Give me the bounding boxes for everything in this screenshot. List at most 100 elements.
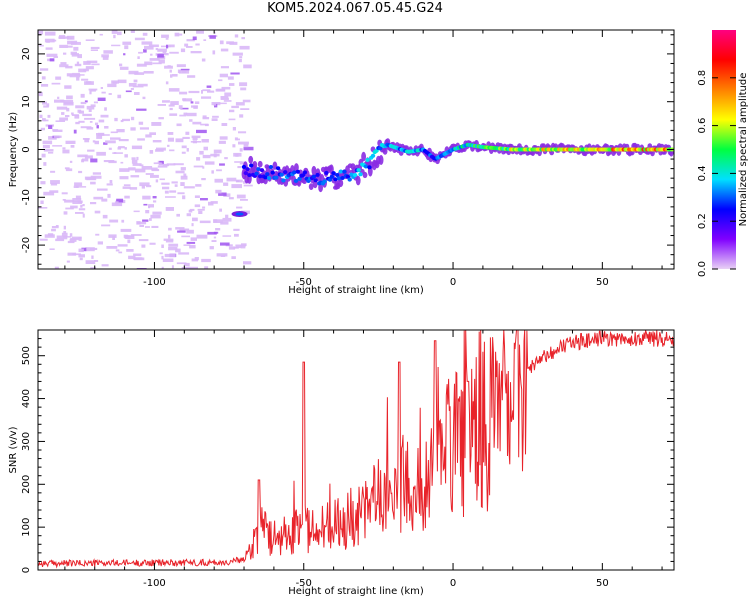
noise-speckle — [180, 182, 185, 186]
noise-speckle — [113, 34, 116, 39]
noise-speckle — [240, 87, 247, 91]
noise-speckle — [55, 225, 59, 227]
noise-speckle — [230, 72, 240, 75]
noise-speckle — [78, 208, 86, 211]
noise-speckle — [82, 204, 85, 207]
noise-speckle — [168, 247, 178, 251]
noise-speckle — [165, 38, 169, 40]
signal-core — [241, 164, 247, 169]
noise-speckle — [178, 105, 183, 109]
noise-speckle — [203, 39, 207, 41]
noise-speckle — [124, 147, 127, 150]
noise-speckle — [117, 31, 122, 36]
noise-speckle — [235, 179, 243, 183]
noise-speckle — [137, 83, 148, 87]
noise-speckle — [220, 255, 226, 257]
noise-speckle — [101, 134, 110, 136]
noise-speckle — [216, 253, 228, 257]
noise-speckle — [223, 182, 229, 186]
noise-speckle — [141, 41, 153, 45]
noise-speckle — [157, 165, 168, 168]
noise-speckle — [136, 156, 139, 161]
x-tick-label: -50 — [296, 578, 312, 589]
noise-speckle — [39, 238, 48, 241]
noise-speckle — [196, 234, 208, 239]
signal-halo — [378, 155, 384, 165]
noise-speckle — [229, 109, 235, 113]
noise-speckle — [122, 186, 131, 189]
noise-speckle — [186, 241, 196, 244]
noise-speckle — [94, 140, 99, 145]
noise-speckle — [97, 241, 103, 245]
noise-speckle — [149, 150, 154, 154]
noise-speckle — [53, 56, 58, 58]
noise-speckle — [128, 83, 137, 87]
noise-speckle — [60, 99, 65, 103]
noise-speckle — [103, 50, 113, 54]
noise-speckle — [86, 60, 98, 63]
noise-speckle — [43, 191, 55, 196]
signal-core — [342, 169, 347, 174]
noise-speckle — [161, 45, 171, 48]
noise-speckle — [192, 121, 202, 125]
noise-speckle — [183, 262, 190, 267]
snr-line — [38, 330, 674, 569]
noise-speckle — [151, 225, 159, 228]
noise-speckle — [66, 107, 70, 112]
noise-speckle — [168, 88, 180, 92]
noise-speckle — [75, 105, 85, 109]
noise-speckle — [220, 66, 229, 69]
noise-speckle — [186, 229, 194, 234]
signal-core — [302, 170, 308, 175]
noise-speckle — [49, 248, 55, 250]
noise-speckle — [90, 104, 96, 108]
noise-speckle — [191, 105, 198, 108]
signal-halo — [311, 165, 317, 176]
signal-core — [356, 168, 361, 173]
noise-speckle — [242, 161, 245, 164]
noise-speckle — [40, 127, 45, 131]
noise-speckle — [65, 168, 73, 172]
noise-speckle — [62, 149, 70, 154]
signal-core — [258, 174, 263, 179]
noise-speckle — [142, 219, 149, 222]
noise-speckle — [145, 134, 152, 138]
noise-speckle — [162, 51, 167, 55]
noise-speckle — [222, 217, 232, 222]
noise-speckle — [45, 47, 53, 50]
noise-speckle — [142, 96, 146, 100]
noise-speckle — [209, 35, 216, 39]
noise-speckle — [187, 75, 196, 78]
noise-speckle — [120, 120, 124, 123]
noise-speckle — [232, 52, 243, 56]
noise-speckle — [63, 225, 66, 230]
noise-speckle — [129, 187, 138, 190]
noise-speckle — [207, 90, 215, 93]
noise-speckle — [149, 218, 152, 221]
noise-speckle — [121, 219, 125, 223]
noise-speckle — [221, 123, 228, 126]
signal-core — [363, 164, 369, 169]
noise-speckle — [138, 121, 144, 125]
noise-speckle — [41, 153, 46, 158]
noise-speckle — [117, 94, 122, 99]
noise-speckle — [232, 144, 236, 148]
noise-speckle — [181, 151, 186, 154]
snr-y-axis-label: SNR (v/v) — [8, 426, 19, 473]
noise-speckle — [180, 167, 186, 171]
noise-speckle — [194, 257, 199, 261]
noise-speckle — [169, 113, 178, 116]
noise-speckle — [78, 254, 85, 258]
noise-speckle — [64, 85, 72, 89]
signal-core — [370, 153, 376, 158]
noise-speckle — [211, 170, 214, 174]
noise-speckle — [101, 91, 106, 94]
noise-speckle — [215, 88, 226, 92]
noise-speckle — [95, 233, 100, 236]
noise-speckle — [243, 143, 249, 148]
y-tick-label: 0 — [21, 567, 32, 573]
noise-speckle — [117, 147, 121, 150]
noise-speckle — [106, 246, 118, 249]
noise-speckle — [158, 163, 163, 166]
y-tick-label: 400 — [21, 389, 32, 408]
